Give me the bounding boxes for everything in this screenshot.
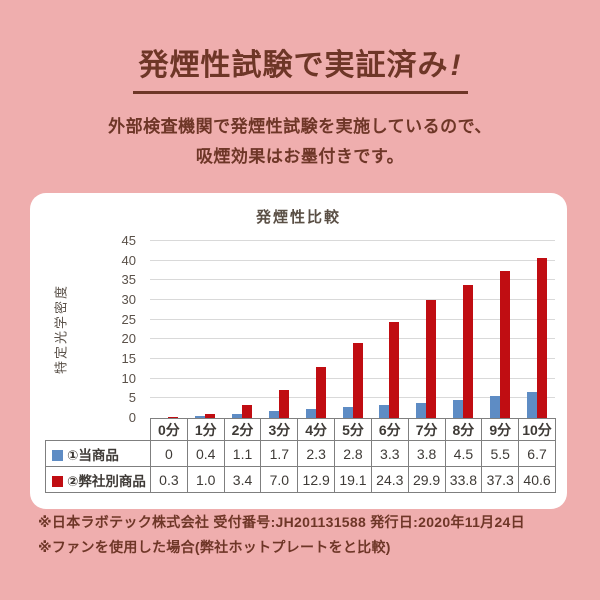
category-row: 0分 1分 2分 3分 4分 5分 6分 7分 8分 9分 10分 xyxy=(46,418,556,441)
legend-swatch-icon xyxy=(52,475,63,487)
value-cell: 0 xyxy=(150,440,188,467)
x-category-cell: 10分 xyxy=(518,418,556,441)
chart-title: 発煙性比較 xyxy=(255,209,341,226)
bar-series1 xyxy=(379,405,390,418)
x-category-cell: 7分 xyxy=(407,418,446,441)
bar-series2 xyxy=(242,404,253,418)
bar-series1 xyxy=(416,403,427,418)
y-axis-ticks: 0 5 10 15 20 25 30 35 40 45 xyxy=(100,233,143,425)
value-cell: 2.8 xyxy=(334,440,372,467)
value-cell: 1.0 xyxy=(186,466,225,493)
value-cell: 24.3 xyxy=(370,466,409,493)
value-cell: 5.5 xyxy=(481,440,520,467)
value-cell: 37.3 xyxy=(481,466,520,493)
value-cell: 3.3 xyxy=(370,440,409,467)
blank-cell xyxy=(46,419,151,441)
header: 発煙性試験で実証済み! 外部検査機関で発煙性試験を実施しているので、 吸煙効果は… xyxy=(0,40,600,172)
x-category-cell: 2分 xyxy=(223,418,262,441)
y-tick-label: 45 xyxy=(121,233,136,248)
gridline xyxy=(150,299,555,300)
y-tick-label: 40 xyxy=(121,252,136,268)
footnote-line-2: ※ファンを使用した場合(弊社ホットプレートをと比較) xyxy=(38,539,391,555)
page-subtitle: 外部検査機関で発煙性試験を実施しているので、 吸煙効果はお墨付きです。 xyxy=(0,112,600,172)
value-cell: 2.3 xyxy=(297,440,336,467)
value-cell: 3.8 xyxy=(407,440,446,467)
chart-data-table: 0分 1分 2分 3分 4分 5分 6分 7分 8分 9分 10分 ①当商品 0 0.4 1.1 1.7 2.3… xyxy=(45,418,556,493)
y-tick-label: 25 xyxy=(121,311,136,327)
subtitle-line-2: 吸煙効果はお墨付きです。 xyxy=(195,147,405,166)
value-cell: 1.7 xyxy=(260,440,299,467)
page-title-exclamation: ! xyxy=(450,49,462,82)
bar-series2 xyxy=(536,258,547,418)
table-row-series2: ②弊社別商品 0.3 1.0 3.4 7.0 12.9 19.1 24.3 29.9 33.8 37… xyxy=(45,466,556,493)
bar-series2 xyxy=(499,271,510,418)
value-cell: 29.9 xyxy=(407,466,446,493)
x-category-cell: 3分 xyxy=(260,418,299,441)
x-category-cell: 0分 xyxy=(150,418,188,441)
bar-series2 xyxy=(389,322,400,418)
plot-area xyxy=(150,240,555,418)
y-tick-label: 20 xyxy=(121,331,136,347)
value-cell: 12.9 xyxy=(297,466,336,493)
gridline xyxy=(150,240,555,241)
y-tick-label: 10 xyxy=(121,370,136,386)
value-cell: 3.4 xyxy=(223,466,262,493)
chart-card: 発煙性比較 特定光学密度 0 5 10 15 20 25 30 35 40 45 0分 1分 2分 3分… xyxy=(30,193,567,509)
bar-series1 xyxy=(526,391,537,418)
footnote-line-1: ※日本ラボテック株式会社 受付番号:JH201131588 発行日:2020年1… xyxy=(38,514,525,530)
y-tick-label: 30 xyxy=(121,292,136,307)
series-legend-cell: ②弊社別商品 xyxy=(45,466,151,493)
value-cell: 0.4 xyxy=(186,440,225,467)
value-cell: 0.3 xyxy=(150,466,188,493)
x-category-cell: 9分 xyxy=(481,418,520,441)
gridline xyxy=(150,338,555,340)
bar-series2 xyxy=(168,416,179,418)
value-cell: 40.6 xyxy=(518,466,556,493)
bar-series1 xyxy=(452,400,463,418)
legend-swatch-icon xyxy=(52,449,63,461)
series-legend-cell: ①当商品 xyxy=(45,440,151,467)
bar-series2 xyxy=(315,367,326,418)
value-cell: 6.7 xyxy=(518,440,556,467)
bar-series2 xyxy=(426,300,437,418)
page-title: 発煙性試験で実証済み! xyxy=(132,40,468,94)
x-category-cell: 6分 xyxy=(370,418,409,441)
gridline xyxy=(150,279,555,281)
table-row-series1: ①当商品 0 0.4 1.1 1.7 2.3 2.8 3.3 3.8 4.5 5.5 6.7 xyxy=(45,440,556,467)
bar-series2 xyxy=(205,414,216,418)
footnotes: ※日本ラボテック株式会社 受付番号:JH201131588 発行日:2020年1… xyxy=(38,510,578,560)
bar-series1 xyxy=(268,411,279,418)
bar-series2 xyxy=(352,342,363,418)
bar-series2 xyxy=(462,285,473,418)
x-category-cell: 4分 xyxy=(297,418,336,441)
y-tick-label: 35 xyxy=(121,272,136,288)
value-cell: 19.1 xyxy=(334,466,372,493)
page-title-text: 発煙性試験で実証済み xyxy=(138,49,449,82)
value-cell: 4.5 xyxy=(444,440,483,467)
y-axis-label: 特定光学密度 xyxy=(53,284,69,375)
x-category-cell: 5分 xyxy=(334,418,372,441)
y-tick-label: 0 xyxy=(128,410,136,425)
gridline xyxy=(150,318,555,320)
x-category-cell: 1分 xyxy=(186,418,225,441)
x-category-cell: 8分 xyxy=(444,418,483,441)
gridline xyxy=(150,259,555,261)
value-cell: 7.0 xyxy=(260,466,299,493)
bar-series1 xyxy=(195,416,206,418)
y-tick-label: 15 xyxy=(121,351,136,366)
bar-series1 xyxy=(342,407,353,418)
value-cell: 1.1 xyxy=(223,440,262,467)
bar-series1 xyxy=(489,396,500,418)
bar-series1 xyxy=(305,408,316,418)
y-tick-label: 5 xyxy=(128,390,136,406)
bar-series1 xyxy=(232,413,243,418)
value-cell: 33.8 xyxy=(444,466,483,493)
subtitle-line-1: 外部検査機関で発煙性試験を実施しているので、 xyxy=(108,117,492,136)
bar-series2 xyxy=(278,390,289,418)
